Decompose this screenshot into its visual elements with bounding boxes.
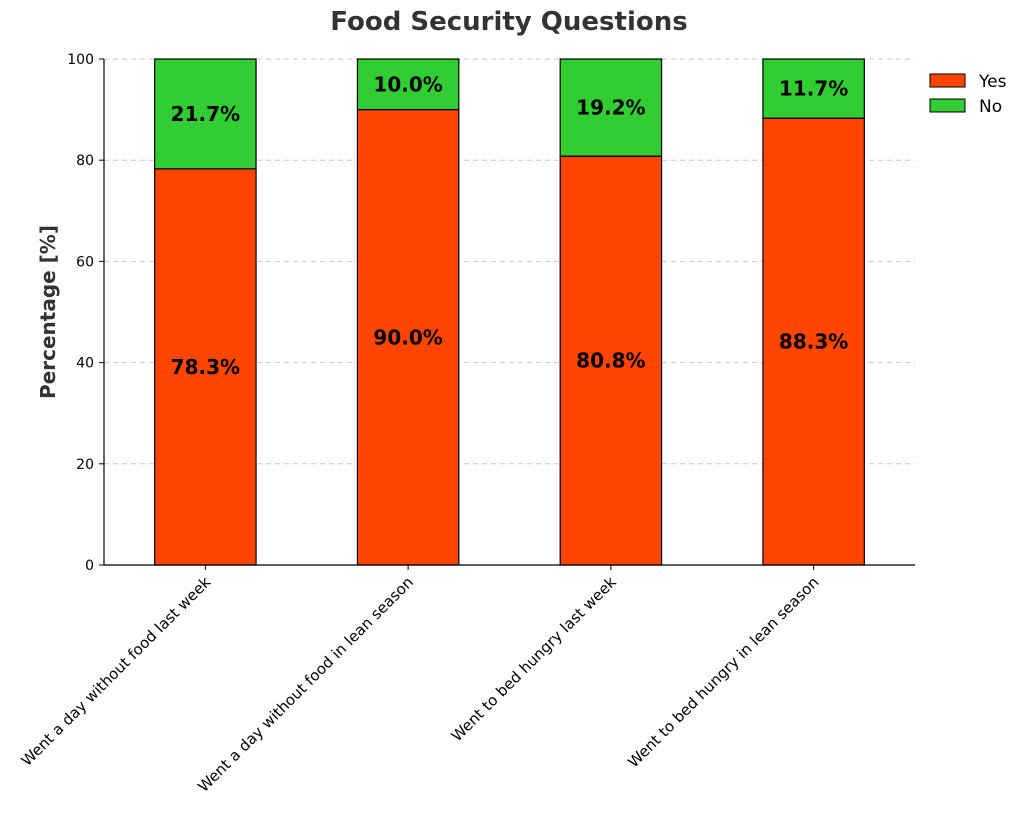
legend-swatch-no [929, 98, 966, 113]
y-tick-label: 40 [76, 356, 94, 372]
y-tick-label: 20 [76, 457, 94, 473]
legend-swatch-yes [929, 73, 966, 88]
legend: Yes No [929, 72, 1007, 117]
bar-no-4 [762, 58, 865, 119]
x-tick-label-1: Went a day without food last week [18, 573, 215, 770]
data-label-no-1: 21.7% [171, 102, 240, 126]
bars [154, 58, 865, 566]
y-ticks: 0 20 40 60 80 100 [67, 52, 104, 574]
x-tick-label-3: Went to bed hungry last week [448, 573, 620, 745]
data-label-yes-1: 78.3% [171, 355, 240, 379]
y-tick-label: 60 [76, 254, 94, 270]
bar-no-3 [559, 58, 663, 157]
x-tick-label-2: Went a day without food in lean season [194, 573, 417, 796]
bar-yes-1 [154, 168, 257, 566]
bar-no-2 [356, 58, 460, 111]
legend-label-no: No [979, 97, 1002, 117]
bar-labels: 78.3% 21.7% 90.0% 10.0% 80.8% 19.2% 88.3% 11.7% [171, 72, 849, 379]
y-tick-label: 100 [67, 52, 94, 68]
y-tick-label: 80 [76, 153, 94, 169]
data-label-no-2: 10.0% [373, 72, 442, 96]
legend-label-yes: Yes [978, 72, 1007, 92]
bar-yes-4 [762, 117, 865, 566]
data-label-yes-4: 88.3% [779, 330, 848, 354]
bar-no-1 [154, 58, 257, 170]
axes [103, 59, 915, 566]
data-label-no-4: 11.7% [779, 77, 848, 101]
chart-title: Food Security Questions [330, 7, 687, 37]
x-tick-label-4: Went to bed hungry in lean season [624, 573, 822, 771]
data-label-yes-3: 80.8% [576, 349, 645, 373]
data-label-yes-2: 90.0% [373, 325, 442, 349]
y-tick-label: 0 [85, 558, 94, 574]
data-label-no-3: 19.2% [576, 96, 645, 120]
y-axis-label: Percentage [%] [36, 225, 60, 399]
